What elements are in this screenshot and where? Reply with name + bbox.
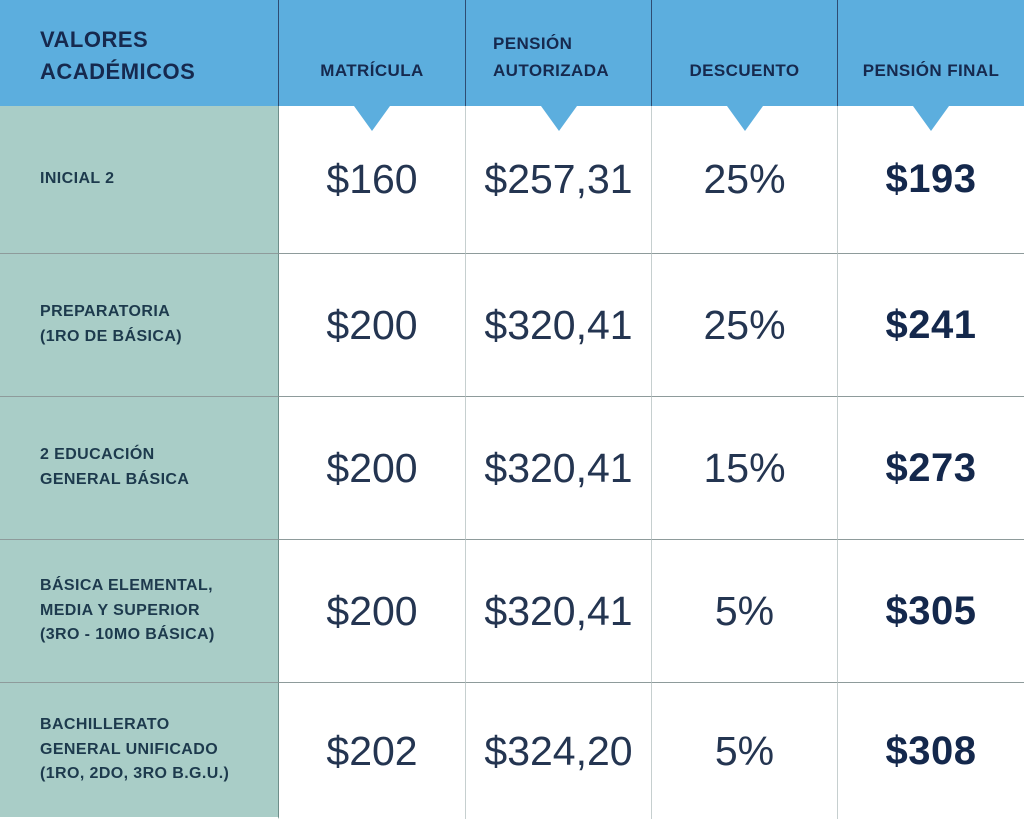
row-label-basica-elemental-media-superior: BÁSICA ELEMENTAL, MEDIA Y SUPERIOR (3RO …	[0, 539, 279, 682]
cell-pension-autorizada: $320,41	[466, 539, 652, 682]
cell-descuento: 25%	[652, 253, 838, 396]
cell-pension-final: $305	[838, 539, 1024, 682]
chevron-down-icon	[727, 106, 763, 131]
column-header-descuento: DESCUENTO	[652, 0, 838, 106]
cell-pension-autorizada: $320,41	[466, 396, 652, 539]
cell-descuento: 5%	[652, 682, 838, 819]
row-label-bachillerato-general-unificado: BACHILLERATO GENERAL UNIFICADO (1RO, 2DO…	[0, 682, 279, 819]
cell-pension-final: $241	[838, 253, 1024, 396]
column-header-pension-final: PENSIÓN FINAL	[838, 0, 1024, 106]
cell-matricula: $202	[279, 682, 466, 819]
cell-descuento: 15%	[652, 396, 838, 539]
row-label-inicial-2: INICIAL 2	[0, 106, 279, 253]
row-label-preparatoria: PREPARATORIA (1RO DE BÁSICA)	[0, 253, 279, 396]
column-header-matricula: MATRÍCULA	[279, 0, 466, 106]
row-label-educacion-general-basica: 2 EDUCACIÓN GENERAL BÁSICA	[0, 396, 279, 539]
cell-pension-autorizada: $257,31	[466, 106, 652, 253]
chevron-down-icon	[913, 106, 949, 131]
cell-pension-autorizada: $320,41	[466, 253, 652, 396]
chevron-down-icon	[354, 106, 390, 131]
cell-descuento: 5%	[652, 539, 838, 682]
column-header-pension-autorizada: PENSIÓN AUTORIZADA	[466, 0, 652, 106]
cell-pension-autorizada: $324,20	[466, 682, 652, 819]
cell-pension-final: $273	[838, 396, 1024, 539]
cell-matricula: $200	[279, 253, 466, 396]
cell-matricula: $200	[279, 539, 466, 682]
table-title: VALORES ACADÉMICOS	[0, 0, 279, 106]
chevron-down-icon	[541, 106, 577, 131]
cell-matricula: $200	[279, 396, 466, 539]
cell-pension-final: $308	[838, 682, 1024, 819]
